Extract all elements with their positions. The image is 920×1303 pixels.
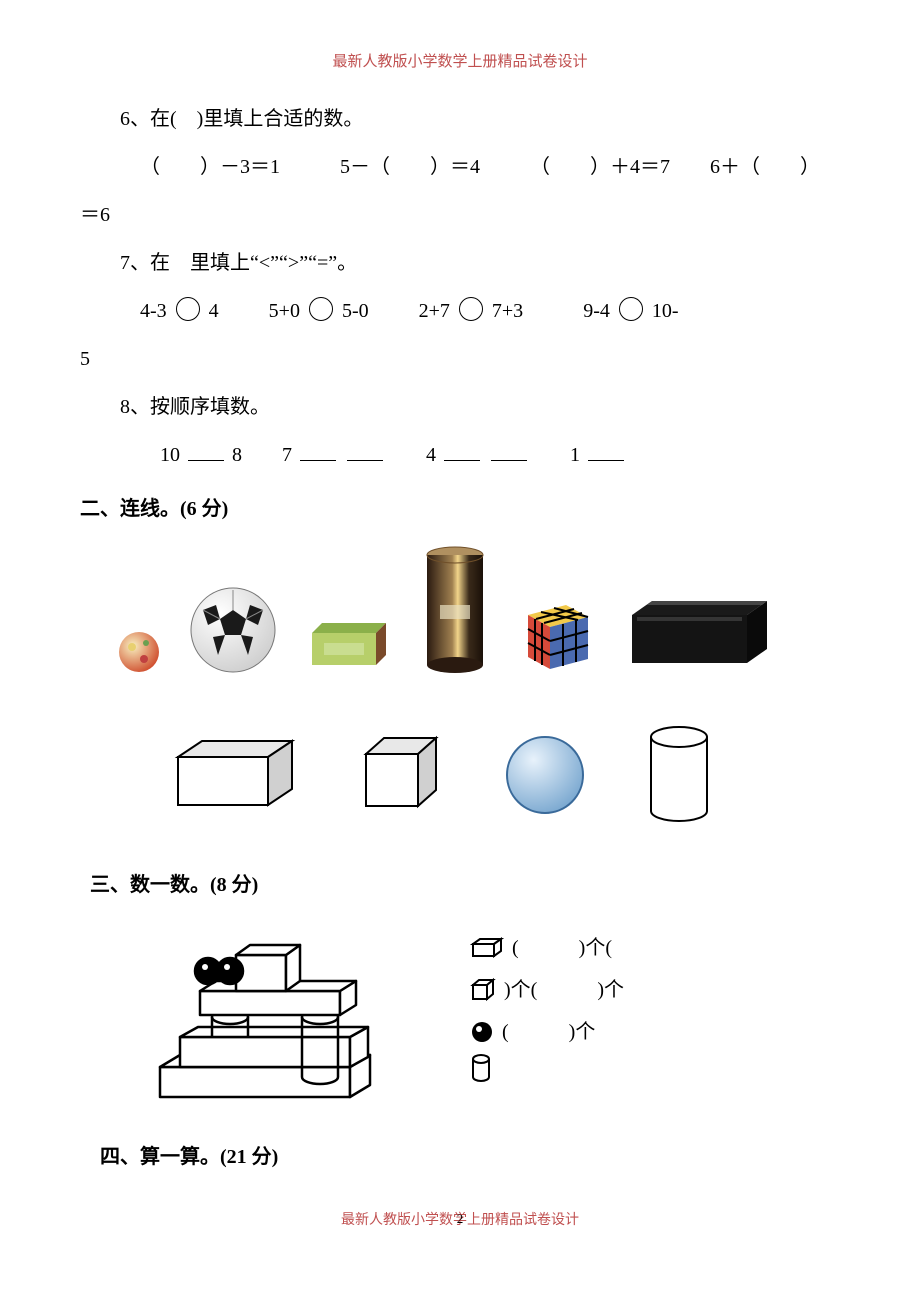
page-header: 最新人教版小学数学上册精品试卷设计 <box>80 50 840 71</box>
compare-circle[interactable] <box>459 297 483 321</box>
q8-n5: 1 <box>570 444 580 466</box>
count-r2: )个( )个 <box>504 969 624 1011</box>
cube-shape-icon <box>356 730 446 820</box>
compare-circle[interactable] <box>176 297 200 321</box>
compare-circle[interactable] <box>619 297 643 321</box>
can-icon <box>420 545 490 675</box>
q8-n2: 8 <box>232 444 242 466</box>
q8-sequence: 10 8 7 4 1 <box>80 431 840 479</box>
blank[interactable] <box>347 460 383 461</box>
rubiks-cube-icon <box>516 595 596 675</box>
matchbox-icon <box>304 615 394 675</box>
q7-p6: 7+3 <box>492 300 523 322</box>
section3-title: 三、数一数。(8 分) <box>80 863 840 907</box>
q6-title: 6、在( )里填上合适的数。 <box>80 95 840 143</box>
q6-equations: （ ）－3＝1 5－（ ）＝4 （ ）＋4＝7 6＋（ ） <box>80 143 840 191</box>
cylinder-shape-icon <box>644 725 714 825</box>
q7-p3: 5+0 <box>269 300 300 322</box>
cuboid-mini-icon <box>470 936 504 960</box>
shapes-row <box>80 705 840 855</box>
cuboid-shape-icon <box>170 735 300 815</box>
q7-p4: 5-0 <box>342 300 369 322</box>
blank[interactable] <box>300 460 336 461</box>
count-section: ( )个( )个( )个 ( )个 <box>80 907 840 1127</box>
count-r1: ( )个( <box>512 927 612 969</box>
count-answers: ( )个( )个( )个 ( )个 <box>470 917 624 1083</box>
q6-equations-tail: ＝6 <box>80 191 840 239</box>
page-number: 2 <box>457 1211 464 1226</box>
page-footer: 最新人教版小学数学上册精品试卷设计 2 <box>80 1209 840 1227</box>
blank[interactable] <box>588 460 624 461</box>
section4-title: 四、算一算。(21 分) <box>80 1135 840 1179</box>
objects-row <box>80 531 840 705</box>
q7-p8: 10- <box>652 300 679 322</box>
blank[interactable] <box>491 460 527 461</box>
cylinder-mini-icon <box>470 1053 492 1083</box>
q8-title: 8、按顺序填数。 <box>80 383 840 431</box>
q8-n3: 7 <box>282 444 292 466</box>
q8-n4: 4 <box>426 444 436 466</box>
compare-circle[interactable] <box>309 297 333 321</box>
q7-p5: 2+7 <box>419 300 450 322</box>
cube-mini-icon <box>470 977 496 1003</box>
q7-tail: 5 <box>80 335 840 383</box>
q7-p2: 4 <box>209 300 219 322</box>
q7-p7: 9-4 <box>583 300 610 322</box>
q7-p1: 4-3 <box>140 300 167 322</box>
q7-comparisons: 4-3 4 5+0 5-0 2+7 7+3 9-4 10- <box>80 287 840 335</box>
blank[interactable] <box>444 460 480 461</box>
black-box-icon <box>622 595 772 675</box>
count-r3: ( )个 <box>502 1011 595 1053</box>
soccer-ball-icon <box>188 585 278 675</box>
small-ball-icon <box>116 629 162 675</box>
q8-n1: 10 <box>160 444 180 466</box>
blank[interactable] <box>188 460 224 461</box>
q7-title: 7、在 里填上“<”“>”“=”。 <box>80 239 840 287</box>
stacked-blocks-icon <box>140 917 400 1117</box>
sphere-shape-icon <box>502 732 588 818</box>
sphere-mini-icon <box>470 1020 494 1044</box>
section2-title: 二、连线。(6 分) <box>80 487 840 531</box>
